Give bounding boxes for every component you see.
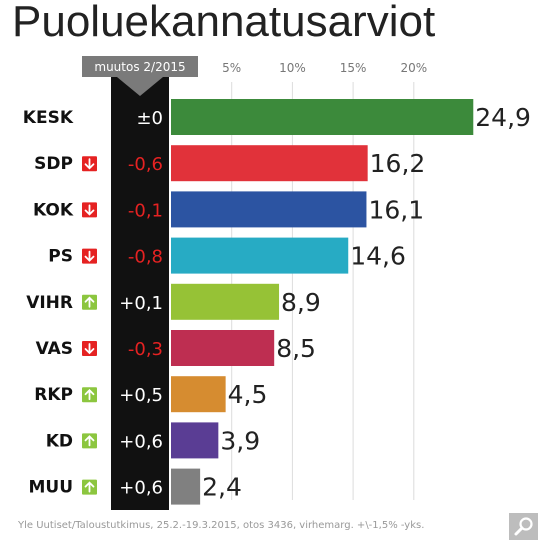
- bar: [171, 330, 275, 366]
- category-label: RKP: [34, 385, 73, 405]
- arrow-down-icon: [82, 248, 97, 264]
- change-header-pointer: [117, 77, 163, 96]
- change-value: +0,5: [119, 385, 163, 406]
- value-label: 3,9: [220, 426, 260, 455]
- zoom-button[interactable]: [509, 513, 538, 540]
- change-band: muutos 2/2015: [82, 56, 198, 510]
- value-label: 24,9: [475, 103, 531, 132]
- chart-title: Puoluekannatusarviot: [12, 0, 435, 46]
- category-label: PS: [48, 247, 73, 267]
- tick-label: 10%: [279, 61, 306, 75]
- chart-row: RKP +0,5 4,5: [34, 376, 268, 413]
- category-label: KOK: [33, 200, 74, 220]
- change-value: -0,3: [128, 339, 163, 360]
- category-label: SDP: [34, 154, 73, 174]
- source-note: Yle Uutiset/Taloustutkimus, 25.2.-19.3.2…: [17, 520, 424, 531]
- arrow-down-icon: [82, 202, 97, 218]
- bar: [171, 422, 219, 459]
- change-value: +0,6: [119, 478, 163, 499]
- search-icon: [514, 517, 533, 536]
- category-label: VAS: [36, 339, 73, 359]
- arrow-down-icon: [82, 341, 97, 356]
- change-value: -0,1: [128, 200, 163, 221]
- bar: [171, 376, 226, 413]
- value-label: 2,4: [202, 473, 242, 502]
- value-label: 8,9: [281, 288, 321, 317]
- chart-row: KESK ±0 24,9: [23, 99, 531, 135]
- change-value: ±0: [136, 108, 163, 129]
- arrow-up-icon: [82, 294, 97, 310]
- value-label: 16,2: [370, 149, 426, 178]
- chart-row: PS -0,8 14,6: [48, 237, 406, 274]
- chart-row: KOK -0,1 16,1: [33, 191, 424, 228]
- category-label: VIHR: [26, 293, 73, 313]
- chart-row: SDP -0,6 16,2: [34, 145, 426, 182]
- arrow-up-icon: [82, 479, 97, 495]
- chart-rows: KESK ±0 24,9 SDP -0,6 16,2 KOK -0,1 16,1 PS -0,8 14…: [23, 99, 531, 505]
- value-label: 4,5: [228, 380, 268, 409]
- category-label: KESK: [23, 108, 74, 128]
- bar: [171, 237, 349, 274]
- tick-label: 20%: [400, 61, 427, 75]
- chart-row: KD +0,6 3,9: [46, 422, 260, 459]
- chart-row: MUU +0,6 2,4: [28, 468, 242, 505]
- change-value: +0,6: [119, 431, 163, 452]
- category-label: KD: [46, 431, 73, 451]
- tick-label: 5%: [222, 61, 241, 75]
- x-axis-ticks: 5% 10% 15% 20%: [222, 61, 427, 75]
- change-value: +0,1: [119, 293, 163, 314]
- bar: [171, 283, 280, 320]
- chart-row: VAS -0,3 8,5: [36, 330, 316, 366]
- zoom-button-bg[interactable]: [509, 513, 538, 540]
- arrow-down-icon: [82, 156, 97, 172]
- bar: [171, 468, 201, 505]
- change-band-bg: [111, 77, 169, 510]
- bar: [171, 191, 367, 228]
- value-label: 16,1: [368, 195, 424, 224]
- arrow-up-icon: [82, 387, 97, 403]
- change-header-tab: [82, 56, 198, 77]
- arrow-up-icon: [82, 433, 97, 449]
- value-label: 14,6: [350, 242, 406, 271]
- change-value: -0,8: [128, 247, 163, 268]
- change-value: -0,6: [128, 154, 163, 175]
- chart-row: VIHR +0,1 8,9: [26, 283, 321, 320]
- value-label: 8,5: [276, 334, 316, 363]
- change-header-label: muutos 2/2015: [94, 60, 185, 74]
- bar: [171, 145, 368, 182]
- category-label: MUU: [28, 478, 73, 498]
- bar: [171, 99, 474, 135]
- tick-label: 15%: [340, 61, 367, 75]
